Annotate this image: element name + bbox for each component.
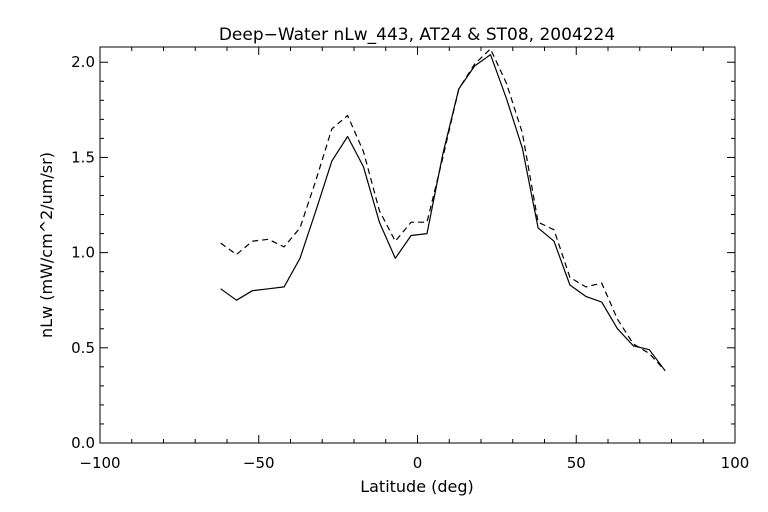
y-tick-label: 0.5 <box>71 339 95 357</box>
series-group <box>220 48 666 372</box>
x-tick-label: 100 <box>721 454 750 472</box>
x-axis-label: Latitude (deg) <box>360 477 474 496</box>
x-tick-label: −100 <box>79 454 120 472</box>
y-tick-label: 0.0 <box>71 434 95 452</box>
plot-frame <box>99 46 736 444</box>
series-line-solid <box>220 53 666 372</box>
series-line-dashed <box>220 48 666 372</box>
y-tick-label: 1.0 <box>71 244 95 262</box>
x-tick-label: −50 <box>243 454 275 472</box>
x-tick-label: 0 <box>413 454 423 472</box>
y-tick-label: 1.5 <box>71 148 95 166</box>
chart-title: Deep−Water nLw_443, AT24 & ST08, 2004224 <box>219 25 615 45</box>
axis-ticks: −100 −50 0 50 100 0.0 0.5 1.0 1.5 2.0 <box>71 47 749 472</box>
x-tick-label: 50 <box>567 454 586 472</box>
y-tick-label: 2.0 <box>71 53 95 71</box>
y-axis-label: nLw (mW/cm^2/um/sr) <box>37 152 56 338</box>
